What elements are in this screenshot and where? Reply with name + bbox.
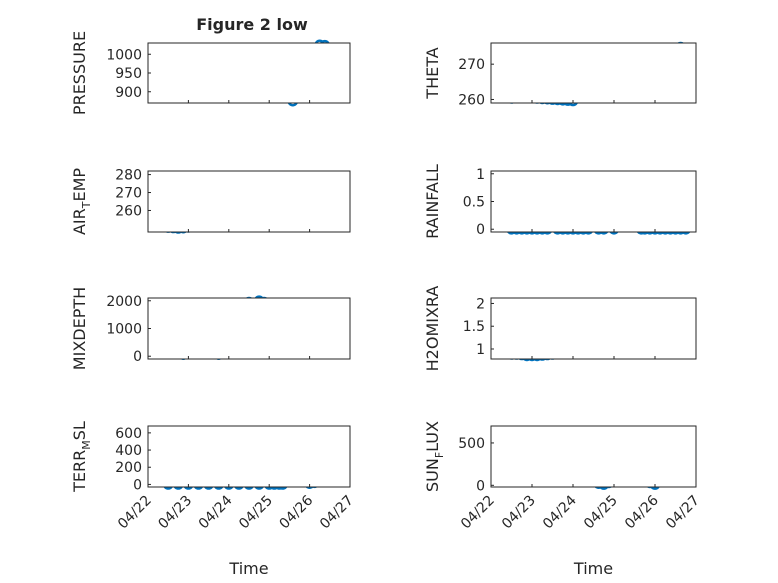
y-axis-label: AIRTEMP xyxy=(70,168,93,235)
axes-frame xyxy=(490,297,697,360)
x-tick-label-04-23: 04/23 xyxy=(155,493,195,533)
y-tick-label-260: 260 xyxy=(458,92,485,108)
axes-frame xyxy=(147,297,351,360)
y-tick-label-1: 1 xyxy=(476,167,485,183)
y-axis-label: SUNFLUX xyxy=(423,421,446,492)
axes-rainfall: 0 0.5 1 RAINFALL xyxy=(423,164,697,239)
y-tick-label-1: 1 xyxy=(476,342,485,358)
y-tick-label-270: 270 xyxy=(115,186,142,202)
axes-h2omixra: 1 1.5 2 H2OMIXRA xyxy=(423,286,697,372)
y-tick-label-1000: 1000 xyxy=(106,47,142,63)
y-axis-label: RAINFALL xyxy=(423,164,442,239)
y-tick-label-0: 0 xyxy=(133,477,142,493)
y-tick-label-900: 900 xyxy=(115,85,142,101)
y-tick-label-2000: 2000 xyxy=(106,294,142,310)
axes-frame xyxy=(147,425,351,488)
y-axis-label: MIXDEPTH xyxy=(70,287,89,370)
y-tick-label-0: 0 xyxy=(133,349,142,365)
y-tick-label-280: 280 xyxy=(115,168,142,184)
y-tick-label-0-5: 0.5 xyxy=(463,195,485,211)
y-tick-label-0: 0 xyxy=(476,478,485,494)
axes-frame xyxy=(147,42,351,104)
y-tick-label-200: 200 xyxy=(115,460,142,476)
axes-frame xyxy=(490,170,697,233)
y-tick-label-1-5: 1.5 xyxy=(463,319,485,335)
y-axis-label: PRESSURE xyxy=(70,31,89,115)
y-tick-label-1000: 1000 xyxy=(106,322,142,338)
x-tick-label-04-22: 04/22 xyxy=(115,493,155,533)
y-tick-label-2: 2 xyxy=(476,296,485,312)
y-tick-label-0: 0 xyxy=(476,222,485,238)
axes-theta: 260 270 THETA xyxy=(423,41,697,108)
y-tick-label-600: 600 xyxy=(115,426,142,442)
x-tick-label-04-27: 04/27 xyxy=(663,493,703,533)
x-tick-label-04-24: 04/24 xyxy=(540,492,580,532)
y-tick-label-400: 400 xyxy=(115,443,142,459)
y-tick-label-950: 950 xyxy=(115,66,142,82)
figure-title: Figure 2 low xyxy=(196,15,308,34)
x-axis-label: Time xyxy=(228,559,268,578)
axes-frame xyxy=(490,42,697,104)
axes-pressure: 900 950 1000 PRESSURE xyxy=(70,31,351,115)
x-tick-label-04-27: 04/27 xyxy=(317,493,357,533)
x-tick-label-04-25: 04/25 xyxy=(236,493,276,533)
x-tick-label-04-22: 04/22 xyxy=(458,493,498,533)
x-axis-label: Time xyxy=(573,559,613,578)
x-tick-label-04-23: 04/23 xyxy=(499,493,539,533)
x-tick-label-04-26: 04/26 xyxy=(622,492,662,532)
y-tick-label-500: 500 xyxy=(458,436,485,452)
x-tick-label-04-24: 04/24 xyxy=(196,492,236,532)
axes-frame xyxy=(147,170,351,233)
y-axis-label: THETA xyxy=(423,47,442,99)
axes-frame xyxy=(490,425,697,488)
axes-mixdepth: 0 1000 2000 MIXDEPTH xyxy=(70,287,351,370)
y-axis-label: TERRMSL xyxy=(70,421,93,493)
y-tick-label-270: 270 xyxy=(458,57,485,73)
y-tick-label-260: 260 xyxy=(115,203,142,219)
x-tick-label-04-25: 04/25 xyxy=(581,493,621,533)
x-tick-label-04-26: 04/26 xyxy=(277,492,317,532)
y-axis-label: H2OMIXRA xyxy=(423,286,442,372)
axes-sun-flux: 0 500 04/22 04/23 04/24 04/25 04/26 04/27 Time SU… xyxy=(423,421,703,578)
